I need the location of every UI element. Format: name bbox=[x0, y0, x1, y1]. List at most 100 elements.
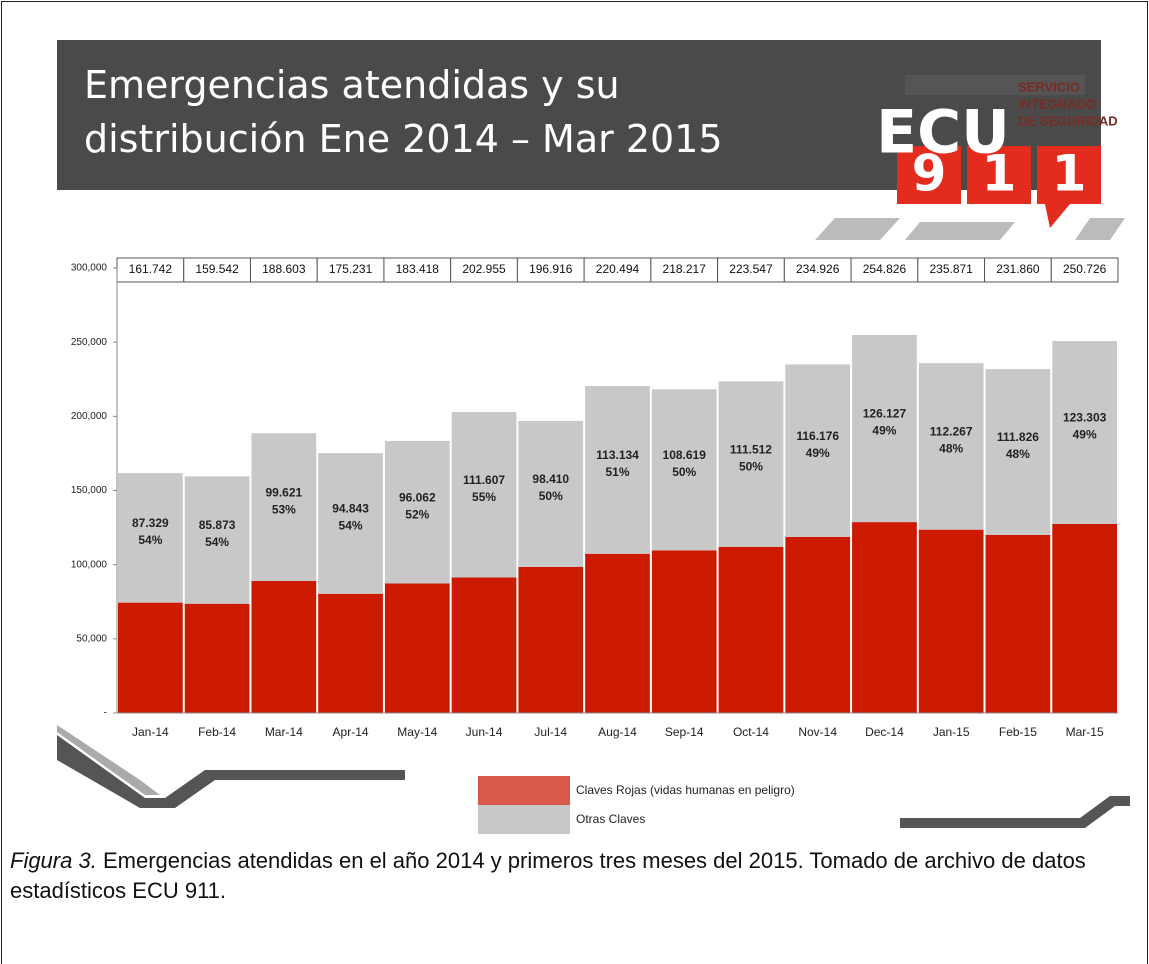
total-box bbox=[717, 257, 785, 283]
total-box bbox=[984, 257, 1052, 283]
bar-segment bbox=[852, 522, 917, 713]
bar-segment bbox=[518, 566, 584, 713]
y-tick-label: 100,000 bbox=[71, 559, 108, 570]
bar-segment bbox=[318, 593, 383, 713]
x-tick-label: Feb-14 bbox=[198, 725, 236, 739]
total-box bbox=[783, 257, 852, 283]
y-tick-label: 50,000 bbox=[76, 633, 107, 644]
caption-text: Emergencias atendidas en el año 2014 y p… bbox=[10, 848, 1086, 903]
share-label: 55% bbox=[472, 490, 496, 504]
total-box bbox=[450, 257, 518, 283]
bar-segment bbox=[1052, 341, 1117, 524]
total-box bbox=[516, 257, 585, 283]
bar-segment bbox=[184, 476, 250, 604]
y-tick-label: 150,000 bbox=[71, 485, 108, 496]
data-label: 98.410 bbox=[532, 472, 569, 486]
data-label: 123.303 bbox=[1063, 411, 1107, 425]
total-label: 202.955 bbox=[462, 262, 506, 276]
total-box bbox=[183, 257, 251, 283]
data-label: 126.127 bbox=[863, 407, 907, 421]
bar-segment bbox=[985, 369, 1051, 535]
total-label: 196.916 bbox=[529, 262, 573, 276]
logo-pointer bbox=[1045, 204, 1070, 228]
bar-segment bbox=[785, 536, 851, 713]
total-label: 175.231 bbox=[329, 262, 373, 276]
total-label: 231.860 bbox=[996, 262, 1040, 276]
total-label: 183.418 bbox=[396, 262, 440, 276]
total-label: 235.871 bbox=[929, 262, 973, 276]
bar-segment bbox=[318, 453, 383, 594]
bar-segment bbox=[1052, 523, 1117, 713]
x-tick-label: Feb-15 bbox=[999, 725, 1037, 739]
bar-segment bbox=[651, 550, 717, 713]
bar-segment bbox=[518, 420, 584, 567]
total-label: 220.494 bbox=[596, 262, 640, 276]
total-box bbox=[650, 257, 719, 283]
share-label: 48% bbox=[1006, 447, 1030, 461]
x-tick-label: Dec-14 bbox=[865, 725, 904, 739]
share-label: 49% bbox=[1073, 428, 1097, 442]
legend-label: Otras Claves bbox=[576, 812, 645, 826]
logo-tagline: SERVICIO bbox=[1018, 79, 1080, 94]
x-tick-label: Nov-14 bbox=[798, 725, 837, 739]
x-tick-label: May-14 bbox=[397, 725, 437, 739]
bar-segment bbox=[985, 534, 1051, 713]
share-label: 53% bbox=[272, 502, 296, 516]
total-label: 218.217 bbox=[663, 262, 707, 276]
data-label: 112.267 bbox=[930, 425, 973, 439]
logo-box bbox=[967, 146, 1031, 204]
bar-segment bbox=[384, 440, 450, 584]
data-label: 108.619 bbox=[663, 448, 707, 462]
share-label: 50% bbox=[739, 459, 763, 473]
data-label: 85.873 bbox=[199, 518, 236, 532]
x-tick-label: Jun-14 bbox=[466, 725, 503, 739]
x-tick-label: Oct-14 bbox=[733, 725, 769, 739]
total-label: 161.742 bbox=[129, 262, 173, 276]
y-tick-label: 200,000 bbox=[71, 411, 108, 422]
decor-swoosh bbox=[57, 735, 405, 808]
bar-segment bbox=[585, 553, 650, 713]
total-box bbox=[383, 257, 452, 283]
data-label: 113.134 bbox=[596, 448, 639, 462]
share-label: 49% bbox=[872, 424, 896, 438]
bar-segment bbox=[785, 364, 851, 537]
legend-swatch bbox=[478, 776, 570, 805]
bar-segment bbox=[184, 603, 250, 713]
share-label: 50% bbox=[672, 465, 696, 479]
total-box bbox=[917, 257, 986, 283]
bar-segment bbox=[384, 583, 450, 713]
share-label: 48% bbox=[939, 442, 963, 456]
logo-digit: 1 bbox=[1052, 145, 1087, 203]
share-label: 54% bbox=[205, 535, 229, 549]
bar-segment bbox=[451, 411, 517, 578]
x-tick-label: Jan-15 bbox=[933, 725, 970, 739]
x-tick-label: Mar-15 bbox=[1066, 725, 1104, 739]
y-tick-label: 250,000 bbox=[71, 337, 108, 348]
x-tick-label: Jul-14 bbox=[534, 725, 567, 739]
logo-tagline: INTEGRADO bbox=[1018, 96, 1096, 111]
bar-segment bbox=[718, 546, 784, 713]
total-box bbox=[249, 257, 318, 283]
bar-segment bbox=[251, 433, 317, 582]
logo-box bbox=[897, 146, 961, 204]
data-label: 96.062 bbox=[399, 490, 436, 504]
total-label: 188.603 bbox=[262, 262, 306, 276]
decor-swoosh bbox=[900, 796, 1130, 828]
y-tick-label: 300,000 bbox=[71, 263, 108, 274]
x-tick-label: Jan-14 bbox=[132, 725, 169, 739]
share-label: 49% bbox=[806, 446, 830, 460]
x-tick-label: Apr-14 bbox=[333, 725, 369, 739]
logo-word: ECU bbox=[876, 98, 1010, 168]
share-label: 50% bbox=[539, 489, 563, 503]
share-label: 54% bbox=[339, 519, 363, 533]
total-label: 159.542 bbox=[195, 262, 239, 276]
bar-segment bbox=[852, 335, 917, 523]
logo-stripes bbox=[815, 218, 1125, 240]
total-box bbox=[1050, 257, 1119, 283]
legend-label: Claves Rojas (vidas humanas en peligro) bbox=[576, 783, 795, 797]
data-label: 99.621 bbox=[265, 485, 302, 499]
bar-segment bbox=[651, 389, 717, 551]
